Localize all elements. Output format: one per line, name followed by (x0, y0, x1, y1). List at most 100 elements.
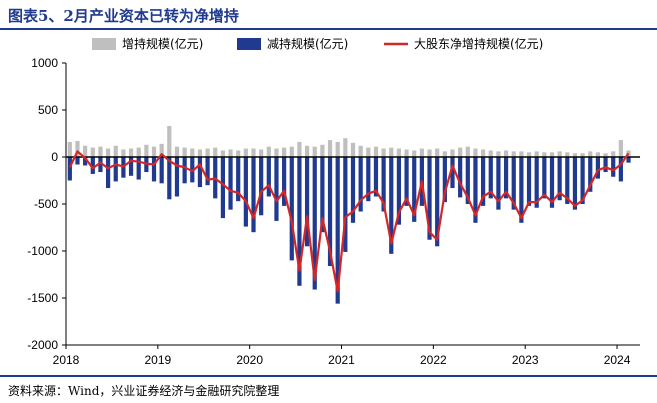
increase-bar (151, 146, 157, 157)
decrease-bar (603, 157, 608, 173)
increase-bar (611, 151, 616, 157)
decrease-bar (595, 157, 601, 179)
x-tick-label: 2019 (144, 353, 171, 367)
decrease-bar (220, 157, 225, 219)
x-tick-label: 2024 (604, 353, 631, 367)
x-tick-label: 2021 (328, 353, 355, 367)
y-tick-label: 0 (51, 150, 58, 164)
increase-bar (350, 142, 356, 157)
decrease-bar (435, 157, 440, 247)
increase-bar (205, 148, 210, 157)
decrease-bar (381, 157, 386, 212)
decrease-bar (90, 157, 95, 174)
decrease-bar (343, 157, 348, 252)
decrease-bar (228, 157, 233, 210)
increase-bar (588, 151, 593, 157)
increase-bar (144, 144, 149, 157)
decrease-bar (496, 157, 501, 210)
decrease-bar (350, 157, 356, 223)
increase-bar (297, 141, 302, 157)
increase-bar (282, 147, 287, 157)
increase-bar (580, 153, 585, 157)
decrease-bar (167, 157, 172, 200)
increase-bar (442, 151, 447, 157)
increase-bar (327, 140, 333, 157)
decrease-bar (503, 157, 509, 199)
decrease-bar (526, 157, 532, 206)
decrease-bar (618, 157, 623, 182)
increase-bar (83, 145, 88, 157)
increase-bar (450, 149, 455, 157)
increase-bar (220, 150, 225, 157)
decrease-bar (465, 157, 470, 204)
decrease-bar (572, 157, 578, 210)
increase-bar (435, 148, 440, 157)
decrease-bar (67, 157, 72, 181)
legend-label-1: 减持规模(亿元) (267, 36, 348, 51)
footer-divider (0, 375, 657, 377)
x-tick-label: 2022 (420, 353, 447, 367)
increase-bar (511, 151, 516, 157)
increase-bar (603, 153, 608, 157)
increase-bar (228, 149, 233, 157)
increase-bar (366, 147, 371, 157)
increase-bar (419, 148, 424, 157)
increase-bars (67, 125, 631, 157)
increase-bar (565, 152, 570, 157)
source-note: 资料来源：Wind，兴业证券经济与金融研究院整理 (8, 384, 280, 398)
increase-bar (136, 147, 141, 157)
decrease-bar (358, 157, 363, 212)
increase-bar (488, 150, 493, 157)
legend-swatch-0 (92, 38, 116, 50)
header-bar: 图表5、2月产业资本已转为净增持 (0, 0, 657, 30)
y-tick-label: -2000 (27, 338, 58, 352)
decrease-bar (105, 157, 111, 189)
net-increase-line (68, 150, 630, 293)
increase-bar (289, 146, 294, 157)
decrease-bar (304, 157, 310, 247)
legend-label-0: 增持规模(亿元) (122, 36, 203, 51)
decrease-bar (542, 157, 547, 199)
decrease-bar (404, 157, 409, 206)
increase-bar (343, 138, 348, 157)
decrease-bar (312, 157, 317, 290)
decrease-bar (159, 157, 164, 184)
decrease-bar (488, 157, 493, 199)
decrease-bar (243, 157, 248, 227)
decrease-bar (236, 157, 241, 202)
increase-bar (526, 152, 532, 157)
decrease-bar (626, 157, 631, 163)
decrease-bar (266, 157, 271, 197)
increase-bar (473, 148, 478, 157)
decrease-bar (259, 157, 264, 216)
decrease-bar (473, 157, 478, 223)
increase-bar (304, 145, 310, 157)
increase-bar (190, 148, 195, 157)
increase-bar (358, 145, 363, 157)
increase-bar (458, 147, 463, 157)
decrease-bar (412, 157, 417, 222)
chart-title: 图表5、2月产业资本已转为净增持 (8, 7, 239, 25)
decrease-bars (67, 157, 631, 304)
increase-bar (243, 148, 248, 157)
decrease-bar (396, 157, 402, 225)
increase-bar (381, 148, 386, 157)
increase-bar (595, 152, 601, 157)
increase-bar (542, 152, 547, 157)
decrease-bar (565, 157, 570, 204)
increase-bar (312, 146, 317, 157)
decrease-bar (549, 157, 555, 208)
decrease-bar (113, 157, 118, 182)
decrease-bar (511, 157, 516, 210)
increase-bar (396, 148, 402, 157)
increase-bar (266, 146, 271, 157)
increase-bar (105, 148, 111, 157)
decrease-bar (519, 157, 524, 223)
increase-bar (121, 149, 126, 157)
y-tick-label: 500 (38, 103, 58, 117)
decrease-bar (274, 157, 279, 221)
x-tick-label: 2018 (53, 353, 80, 367)
increase-bar (197, 149, 203, 157)
increase-bar (572, 153, 578, 157)
